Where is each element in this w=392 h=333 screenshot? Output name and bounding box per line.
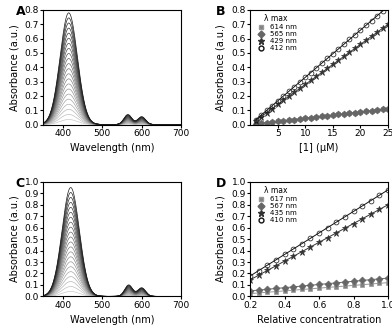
Text: A: A: [16, 5, 25, 18]
Text: D: D: [216, 177, 226, 190]
Legend: 614 nm, 565 nm, 429 nm, 412 nm: 614 nm, 565 nm, 429 nm, 412 nm: [254, 13, 297, 52]
Legend: 617 nm, 567 nm, 435 nm, 410 nm: 617 nm, 567 nm, 435 nm, 410 nm: [254, 185, 297, 224]
Y-axis label: Absorbance (a.u.): Absorbance (a.u.): [216, 196, 226, 282]
Text: C: C: [16, 177, 25, 190]
X-axis label: [1] (μM): [1] (μM): [299, 143, 339, 153]
Y-axis label: Absorbance (a.u.): Absorbance (a.u.): [216, 24, 226, 111]
X-axis label: Wavelength (nm): Wavelength (nm): [70, 143, 154, 153]
Y-axis label: Absorbance (a.u.): Absorbance (a.u.): [9, 196, 19, 282]
X-axis label: Wavelength (nm): Wavelength (nm): [70, 315, 154, 325]
X-axis label: Relative concentratration: Relative concentratration: [257, 315, 381, 325]
Text: B: B: [216, 5, 225, 18]
Y-axis label: Absorbance (a.u.): Absorbance (a.u.): [9, 24, 19, 111]
